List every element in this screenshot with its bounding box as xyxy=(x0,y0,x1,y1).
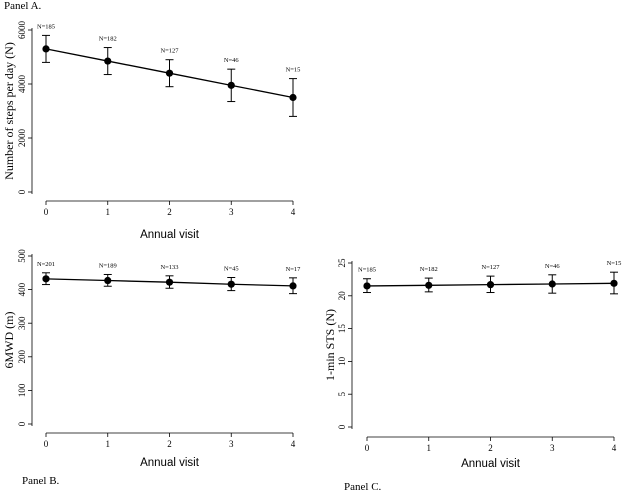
panel-b-n-label: N=189 xyxy=(99,262,117,269)
panel-c-data-point xyxy=(486,281,495,289)
panel-b-data-point xyxy=(165,278,174,286)
panel-c-y-tick-label: 20 xyxy=(337,291,347,301)
panel-a-y-tick-label: 2000 xyxy=(17,129,27,148)
panel-a-n-label: N=127 xyxy=(160,48,179,55)
panel-a-x-tick-label: 3 xyxy=(229,207,234,217)
panel-b-x-tick-label: 1 xyxy=(106,439,111,449)
panel-a-data-point xyxy=(42,45,50,53)
panel-c-n-label: N=185 xyxy=(358,267,376,274)
panel-a-data-point xyxy=(227,81,235,89)
panel-c-x-tick-label: 3 xyxy=(550,443,555,453)
panel-c-data-point xyxy=(363,282,371,290)
panel-b-label: Panel B. xyxy=(22,475,60,487)
panel-a-data-point xyxy=(289,93,297,102)
panel-a-data-point xyxy=(104,57,112,65)
panel-b-data-point xyxy=(227,280,235,288)
panel-b-data-point xyxy=(104,276,112,285)
panel-b-y-tick-label: 0 xyxy=(17,421,27,426)
panel-a-n-label: N=15 xyxy=(286,67,301,74)
panel-c-chart: 0 5 10 15 20 25 0 1 2 3 4 Annual visit 1-min STS (N)… xyxy=(323,258,621,470)
panel-b-y-axis-title: 6MWD (m) xyxy=(2,312,16,369)
panel-a-x-tick-label: 1 xyxy=(106,207,111,217)
panel-b-data-point xyxy=(42,275,50,283)
panel-c-y-tick-label: 0 xyxy=(337,424,347,429)
panel-a-x-tick-label: 4 xyxy=(291,207,296,217)
panel-b-y-tick-label: 500 xyxy=(17,249,27,263)
panel-a-y-tick-label: 0 xyxy=(17,189,27,194)
panel-b-x-tick-label: 2 xyxy=(167,439,172,449)
panel-c-data-point xyxy=(610,279,618,287)
panel-c-n-label: N=15 xyxy=(607,260,622,267)
panel-b-y-tick-label: 300 xyxy=(17,316,27,330)
panel-a-chart: 0 2000 4000 6000 0 1 2 3 4 Annual visit Number of … xyxy=(2,21,300,242)
panel-c-x-tick-label: 4 xyxy=(612,443,617,453)
panel-c-y-tick-label: 15 xyxy=(337,324,347,334)
panel-b-x-tick-label: 3 xyxy=(229,439,234,449)
panel-c-y-axis-title: 1-min STS (N) xyxy=(323,309,337,381)
panel-c-y-tick-label: 5 xyxy=(337,391,347,396)
panel-a-x-tick-label: 2 xyxy=(167,207,172,217)
panel-c-y-tick-label: 10 xyxy=(337,356,347,366)
panel-c-n-label: N=182 xyxy=(420,266,438,273)
panel-b-n-label: N=45 xyxy=(224,266,239,273)
panel-b-data-point xyxy=(289,282,297,290)
panel-b-x-tick-label: 4 xyxy=(291,439,296,449)
panel-b-chart: 0 100 200 300 400 500 0 1 2 3 4 Annual visit 6MWD (m… xyxy=(2,249,301,469)
panel-c-data-point xyxy=(425,281,433,289)
panel-a-y-axis-title: Number of steps per day (N) xyxy=(2,42,16,180)
panel-a-x-tick-label: 0 xyxy=(44,207,49,217)
panel-b-n-label: N=17 xyxy=(286,266,302,273)
panel-c-x-tick-label: 2 xyxy=(488,443,493,453)
panel-c-label: Panel C. xyxy=(344,481,382,493)
panel-b-n-label: N=201 xyxy=(37,261,55,268)
panel-c-n-label: N=46 xyxy=(545,263,561,270)
panel-b-x-axis-title: Annual visit xyxy=(140,457,200,469)
panel-c-n-label: N=127 xyxy=(481,264,500,271)
panel-b-y-tick-label: 100 xyxy=(17,383,27,397)
panel-b-x-tick-label: 0 xyxy=(44,439,49,449)
panel-a-n-label: N=185 xyxy=(37,23,55,30)
panel-a-y-tick-label: 6000 xyxy=(17,21,27,40)
panel-a-y-tick-label: 4000 xyxy=(17,75,27,94)
panel-b-y-tick-label: 400 xyxy=(17,282,27,296)
panel-b-n-label: N=133 xyxy=(160,264,178,271)
panel-c-data-point xyxy=(548,280,556,288)
panel-b-y-tick-label: 200 xyxy=(17,350,27,364)
panel-a-x-axis-title: Annual visit xyxy=(140,229,200,241)
panel-c-x-tick-label: 0 xyxy=(365,443,370,453)
panel-c-y-tick-label: 25 xyxy=(337,258,347,268)
panel-c-x-axis-title: Annual visit xyxy=(461,458,521,470)
panel-a-n-label: N=182 xyxy=(99,36,117,43)
panel-a-n-label: N=46 xyxy=(224,57,240,64)
panel-a-label: Panel A. xyxy=(4,0,42,12)
panel-a-data-point xyxy=(165,69,174,77)
panel-c-x-tick-label: 1 xyxy=(427,443,432,453)
